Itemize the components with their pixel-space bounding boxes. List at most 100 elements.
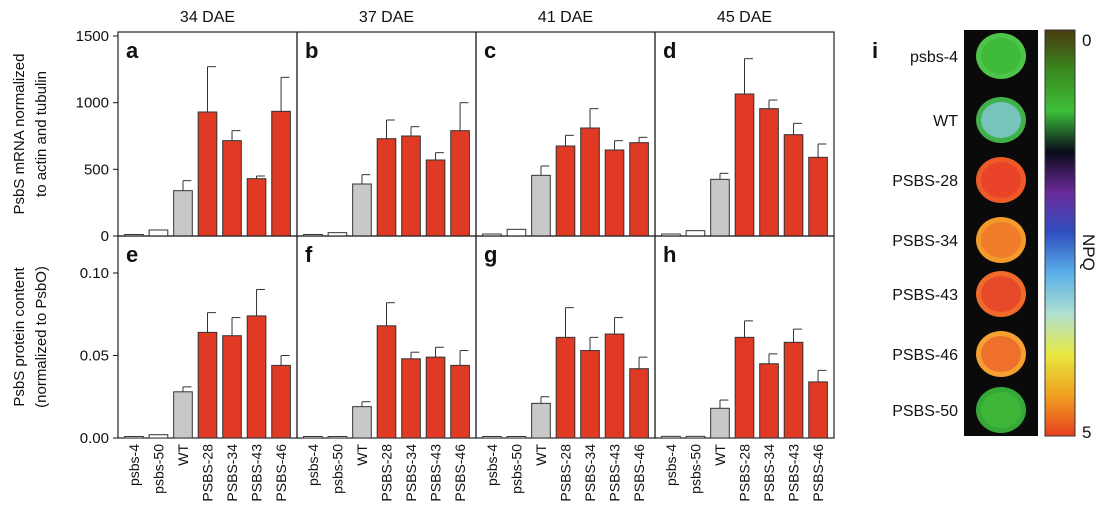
leaf-disc-center	[981, 162, 1021, 198]
bar	[173, 391, 193, 439]
leaf-disc-center	[981, 102, 1021, 138]
npq-row-label: PSBS-43	[892, 287, 958, 304]
x-tick-label: psbs-4	[484, 444, 500, 486]
leaf-disc-center	[981, 276, 1021, 312]
x-tick-label: psbs-4	[126, 444, 142, 486]
x-tick-label: PSBS-43	[786, 444, 802, 502]
bar	[506, 228, 527, 237]
x-tick-label: psbs-4	[663, 444, 679, 486]
leaf-disc-center	[981, 38, 1021, 74]
y-tick-label: 0.10	[80, 265, 109, 282]
bar	[783, 341, 804, 439]
bar	[734, 93, 755, 237]
x-tick-label: psbs-50	[150, 444, 166, 494]
y-axis-label: PsbS protein content	[11, 267, 28, 407]
x-tick-label: WT	[354, 444, 370, 466]
y-axis-label: to actin and tubulin	[33, 71, 50, 197]
bar	[710, 407, 730, 439]
colorbar-max-label: 5	[1082, 423, 1091, 442]
bar	[197, 331, 218, 439]
colorbar-min-label: 0	[1082, 31, 1091, 50]
x-tick-label: PSBS-34	[582, 444, 598, 502]
npq-row-label: PSBS-50	[892, 403, 958, 420]
bar	[173, 190, 193, 237]
column-title: 41 DAE	[538, 9, 593, 26]
bar	[531, 174, 551, 237]
bar	[352, 183, 372, 237]
leaf-disc-center	[981, 222, 1021, 258]
bar	[482, 436, 502, 439]
panel-label: g	[484, 242, 497, 267]
x-tick-label: PSBS-43	[249, 444, 265, 502]
x-tick-label: PSBS-28	[558, 444, 574, 502]
npq-row-label: psbs-4	[910, 49, 958, 66]
y-tick-label: 0.05	[80, 348, 109, 365]
bar	[148, 434, 169, 439]
bar	[376, 325, 397, 439]
x-tick-label: PSBS-28	[200, 444, 216, 502]
bar	[148, 229, 169, 237]
bar	[506, 436, 527, 439]
bar	[734, 336, 755, 439]
bar	[555, 145, 576, 237]
x-tick-label: WT	[533, 444, 549, 466]
bar	[783, 134, 804, 237]
bar	[685, 435, 706, 439]
y-tick-label: 0.00	[80, 430, 109, 447]
leaf-disc-center	[981, 336, 1021, 372]
bar	[401, 358, 421, 439]
bar	[710, 178, 730, 237]
panel-label: e	[126, 242, 138, 267]
bar	[555, 336, 576, 439]
x-tick-label: psbs-50	[508, 444, 524, 494]
panel-label: c	[484, 38, 496, 63]
npq-panel: i 0 5 NPQ psbs-4 WT PSBS-28 PSBS-34 PSBS-43 P…	[872, 29, 1098, 442]
bar	[327, 436, 348, 439]
bar	[246, 178, 267, 237]
column-title: 37 DAE	[359, 9, 414, 26]
bar-panels: 34 DAE 37 DAE 41 DAE 45 DAE PsbS mRNA normal…	[11, 9, 835, 502]
bar	[629, 142, 649, 237]
panel-label: f	[305, 242, 313, 267]
panel-label: b	[305, 38, 318, 63]
bar	[352, 406, 372, 439]
y-axis-label: PsbS mRNA normalized	[11, 54, 28, 215]
bar	[759, 108, 779, 237]
x-tick-label: PSBS-28	[737, 444, 753, 502]
bar	[401, 135, 421, 237]
npq-row-label: WT	[933, 113, 958, 130]
x-tick-label: WT	[712, 444, 728, 466]
panel-label: h	[663, 242, 676, 267]
bar	[197, 111, 218, 237]
y-tick-label: 1000	[76, 95, 109, 112]
bar	[604, 333, 625, 439]
x-tick-label: psbs-50	[687, 444, 703, 494]
y-axis-label: (normalized to PsbO)	[33, 266, 50, 408]
colorbar-title: NPQ	[1079, 234, 1098, 271]
x-tick-label: WT	[175, 444, 191, 466]
y-tick-label: 0	[101, 228, 109, 245]
npq-row-label: PSBS-34	[892, 233, 958, 250]
x-tick-label: PSBS-46	[273, 444, 289, 502]
bar	[450, 130, 470, 237]
x-tick-label: PSBS-28	[379, 444, 395, 502]
bar	[425, 159, 446, 237]
bar	[222, 140, 242, 237]
panel-label-i: i	[872, 38, 878, 63]
bar	[661, 435, 681, 439]
bar	[759, 363, 779, 439]
x-tick-label: PSBS-43	[428, 444, 444, 502]
leaf-disc-center	[981, 392, 1021, 428]
bar	[808, 381, 828, 439]
bar	[376, 138, 397, 237]
x-tick-label: PSBS-46	[810, 444, 826, 502]
bar	[246, 315, 267, 439]
column-title: 45 DAE	[717, 9, 772, 26]
panel-label: d	[663, 38, 676, 63]
npq-colorbar	[1044, 29, 1076, 437]
bar	[580, 350, 600, 439]
bar	[425, 356, 446, 439]
bar	[685, 230, 706, 237]
npq-row-label: PSBS-28	[892, 173, 958, 190]
